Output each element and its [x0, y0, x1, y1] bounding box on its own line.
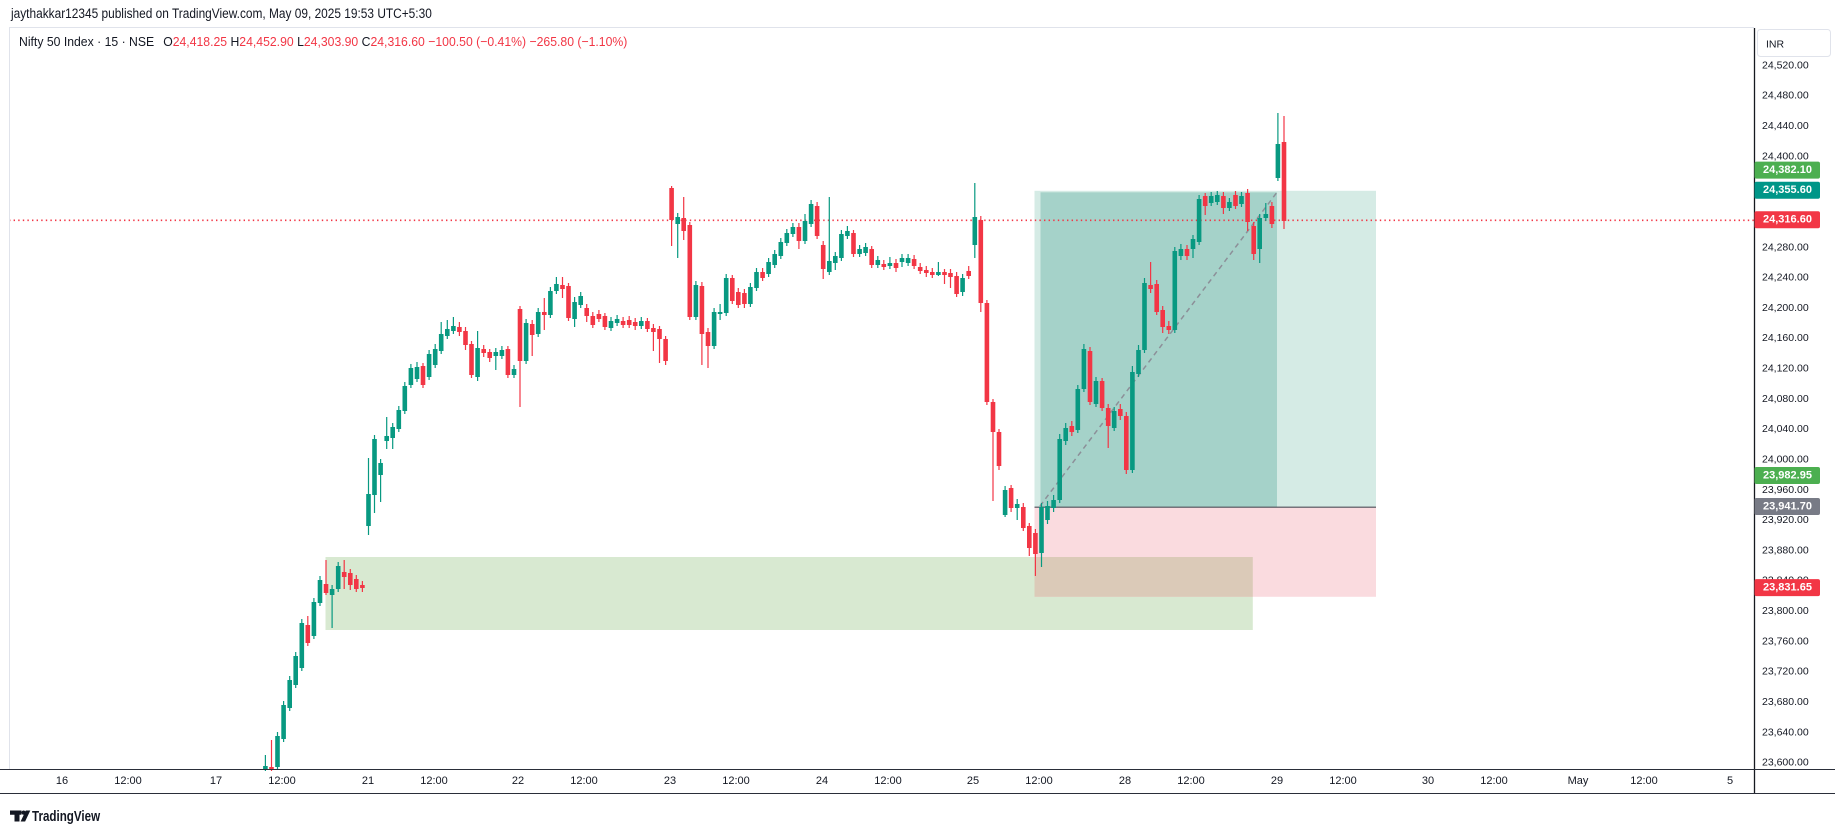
svg-text:23,760.00: 23,760.00: [1762, 635, 1809, 647]
svg-text:23,920.00: 23,920.00: [1762, 514, 1809, 526]
svg-text:12:00: 12:00: [1480, 775, 1508, 787]
svg-text:24,080.00: 24,080.00: [1762, 393, 1809, 405]
svg-text:24,355.60: 24,355.60: [1763, 184, 1812, 196]
svg-text:24,120.00: 24,120.00: [1762, 362, 1809, 374]
svg-text:24,520.00: 24,520.00: [1762, 59, 1809, 71]
svg-text:23,640.00: 23,640.00: [1762, 726, 1809, 738]
svg-text:24,200.00: 24,200.00: [1762, 302, 1809, 314]
svg-text:24,382.10: 24,382.10: [1763, 164, 1812, 176]
svg-text:29: 29: [1271, 775, 1283, 787]
svg-text:12:00: 12:00: [420, 775, 448, 787]
svg-text:24,400.00: 24,400.00: [1762, 150, 1809, 162]
svg-text:24,440.00: 24,440.00: [1762, 120, 1809, 132]
svg-text:17: 17: [210, 775, 222, 787]
svg-text:12:00: 12:00: [1630, 775, 1658, 787]
svg-text:12:00: 12:00: [268, 775, 296, 787]
svg-text:25: 25: [967, 775, 979, 787]
svg-text:24,280.00: 24,280.00: [1762, 241, 1809, 253]
svg-text:12:00: 12:00: [1025, 775, 1053, 787]
svg-text:23,720.00: 23,720.00: [1762, 666, 1809, 678]
svg-text:24,240.00: 24,240.00: [1762, 272, 1809, 284]
svg-text:23,800.00: 23,800.00: [1762, 605, 1809, 617]
svg-text:23,960.00: 23,960.00: [1762, 484, 1809, 496]
svg-text:30: 30: [1422, 775, 1434, 787]
svg-text:23,880.00: 23,880.00: [1762, 544, 1809, 556]
svg-text:5: 5: [1727, 775, 1733, 787]
svg-text:12:00: 12:00: [722, 775, 750, 787]
svg-text:28: 28: [1119, 775, 1131, 787]
svg-text:23,941.70: 23,941.70: [1763, 500, 1812, 512]
svg-text:23,831.65: 23,831.65: [1763, 582, 1812, 594]
svg-text:24,316.60: 24,316.60: [1763, 214, 1812, 226]
svg-text:24,000.00: 24,000.00: [1762, 453, 1809, 465]
svg-text:12:00: 12:00: [874, 775, 902, 787]
svg-text:24,160.00: 24,160.00: [1762, 332, 1809, 344]
svg-text:21: 21: [362, 775, 374, 787]
svg-text:22: 22: [512, 775, 524, 787]
svg-text:24,480.00: 24,480.00: [1762, 90, 1809, 102]
svg-text:12:00: 12:00: [1177, 775, 1205, 787]
svg-text:12:00: 12:00: [114, 775, 142, 787]
svg-text:12:00: 12:00: [570, 775, 598, 787]
svg-text:24: 24: [816, 775, 828, 787]
svg-text:23,600.00: 23,600.00: [1762, 757, 1809, 769]
svg-text:23,982.95: 23,982.95: [1763, 469, 1812, 481]
svg-text:23,680.00: 23,680.00: [1762, 696, 1809, 708]
svg-text:16: 16: [56, 775, 68, 787]
svg-text:INR: INR: [1766, 38, 1785, 50]
svg-text:May: May: [1568, 775, 1589, 787]
svg-text:24,040.00: 24,040.00: [1762, 423, 1809, 435]
svg-text:23: 23: [664, 775, 676, 787]
svg-text:12:00: 12:00: [1329, 775, 1357, 787]
